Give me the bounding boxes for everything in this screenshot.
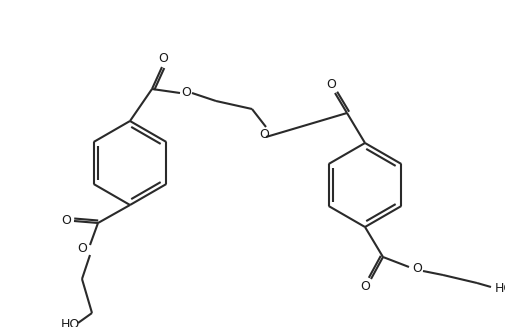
Text: HO: HO: [495, 283, 505, 296]
Text: O: O: [158, 53, 168, 65]
Text: O: O: [61, 215, 71, 228]
Text: O: O: [181, 87, 191, 99]
Text: O: O: [259, 129, 269, 142]
Text: O: O: [360, 281, 370, 294]
Text: O: O: [77, 243, 87, 255]
Text: HO: HO: [61, 318, 80, 327]
Text: O: O: [326, 78, 336, 92]
Text: O: O: [412, 263, 422, 276]
